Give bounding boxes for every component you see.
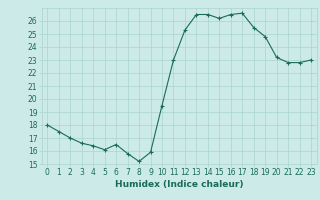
X-axis label: Humidex (Indice chaleur): Humidex (Indice chaleur): [115, 180, 244, 189]
